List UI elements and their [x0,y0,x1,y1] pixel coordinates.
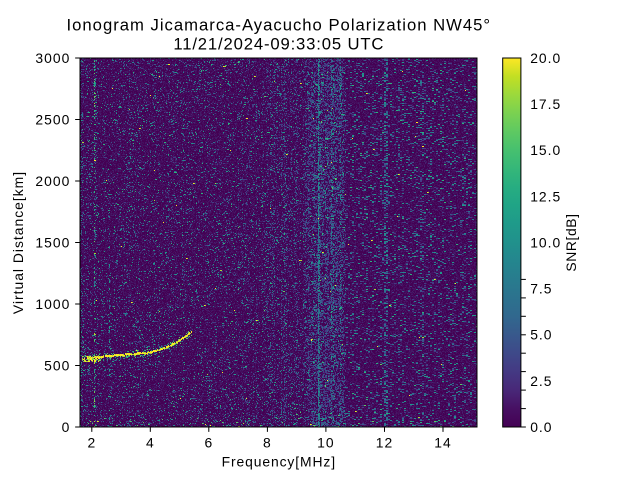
svg-text:8: 8 [263,435,272,451]
svg-text:1500: 1500 [35,234,70,250]
svg-text:15.0: 15.0 [530,142,561,158]
svg-text:Frequency[MHz]: Frequency[MHz] [222,453,336,469]
svg-text:12: 12 [376,435,393,451]
svg-text:SNR[dB]: SNR[dB] [563,213,579,271]
svg-text:Virtual Distance[km]: Virtual Distance[km] [10,171,26,314]
svg-text:5.0: 5.0 [530,327,552,343]
svg-text:Ionogram Jicamarca-Ayacucho Po: Ionogram Jicamarca-Ayacucho Polarization… [67,16,492,35]
svg-text:14: 14 [434,435,451,451]
svg-text:1000: 1000 [35,296,70,312]
svg-text:7.5: 7.5 [530,281,552,297]
svg-text:6: 6 [204,435,213,451]
svg-text:4: 4 [146,435,155,451]
svg-text:10: 10 [317,435,334,451]
svg-text:17.5: 17.5 [530,96,561,112]
svg-text:2000: 2000 [35,173,70,189]
svg-text:500: 500 [44,357,70,373]
svg-text:12.5: 12.5 [530,188,561,204]
svg-text:20.0: 20.0 [530,50,561,66]
svg-text:0.0: 0.0 [530,419,552,435]
svg-text:2: 2 [87,435,96,451]
svg-text:3000: 3000 [35,50,70,66]
svg-text:2.5: 2.5 [530,373,552,389]
svg-text:0: 0 [62,419,71,435]
svg-text:11/21/2024-09:33:05 UTC: 11/21/2024-09:33:05 UTC [173,34,384,53]
svg-text:2500: 2500 [35,111,70,127]
svg-text:10.0: 10.0 [530,234,561,250]
